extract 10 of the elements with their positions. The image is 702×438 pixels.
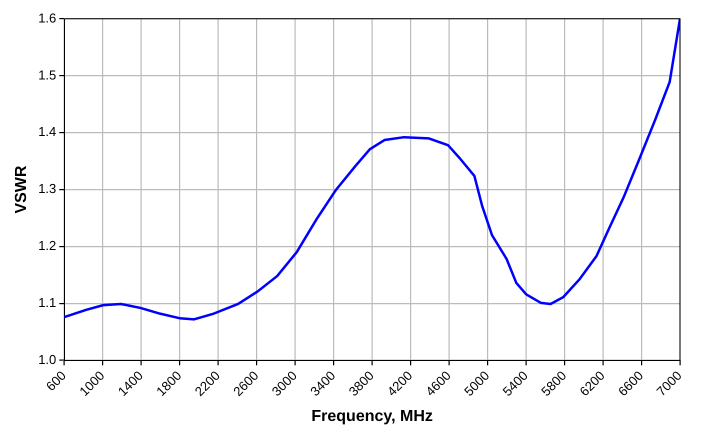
y-tick-label: 1.4 <box>38 124 56 140</box>
y-tick-label: 1.6 <box>38 10 56 26</box>
y-tick-label: 1.5 <box>38 67 56 82</box>
y-tick-label: 1.3 <box>38 181 56 196</box>
x-axis-title: Frequency, MHz <box>311 408 433 425</box>
x-tick-label: 600 <box>42 368 69 394</box>
y-tick-label: 1.0 <box>38 352 56 367</box>
y-tick-label: 1.2 <box>38 238 56 254</box>
y-axis-title: VSWR <box>13 165 30 214</box>
y-tick-label: 1.1 <box>38 294 56 310</box>
